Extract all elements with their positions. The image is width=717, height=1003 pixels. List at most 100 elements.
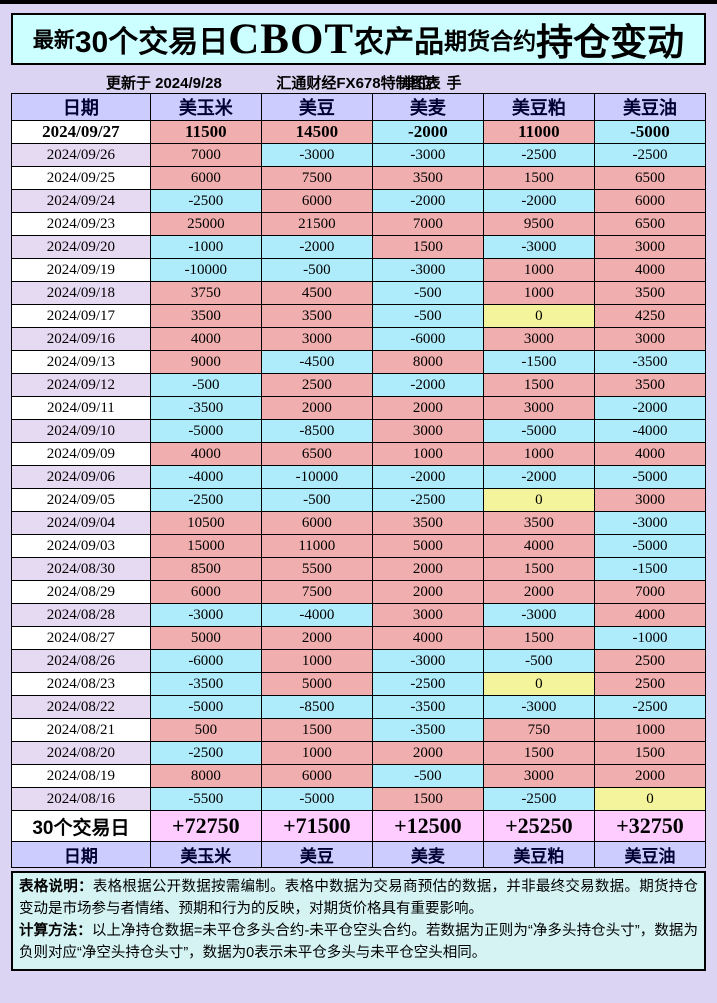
position-change-value: 3000 (482, 764, 595, 788)
position-change-value: -3000 (371, 258, 484, 282)
footer-column-wheat: 美麦 (371, 841, 484, 868)
position-change-value: 5500 (260, 557, 373, 581)
position-change-value: 1500 (482, 626, 595, 650)
position-change-value: -2000 (593, 396, 707, 420)
position-change-value: 1500 (482, 166, 595, 190)
position-change-value: 2000 (482, 580, 595, 604)
position-change-value: 7500 (260, 166, 373, 190)
row-date: 2024/08/29 (11, 580, 151, 604)
position-change-value: 8000 (371, 350, 484, 374)
page-title: 最新 30个交易日 CBOT 农产品 期货合约 持仓变动 (11, 13, 706, 65)
row-date: 2024/08/22 (11, 695, 151, 719)
position-change-value: 1000 (482, 258, 595, 282)
row-date: 2024/08/27 (11, 626, 151, 650)
position-change-value: -10000 (260, 465, 373, 489)
position-change-value: 8000 (149, 764, 262, 788)
position-change-value: -500 (260, 488, 373, 512)
position-change-value: 7000 (149, 143, 262, 167)
footer-column-soybean: 美豆 (260, 841, 373, 868)
row-date: 2024/09/24 (11, 189, 151, 213)
position-change-value: 3500 (482, 511, 595, 535)
position-change-value: 0 (482, 304, 595, 328)
table-row: 2024/09/27 11500 14500 -2000 11000 -5000 (11, 120, 707, 144)
position-change-value: -5000 (149, 419, 262, 443)
position-change-value: 1500 (371, 235, 484, 259)
position-change-value: -500 (149, 373, 262, 397)
table-row: 2024/09/23 25000 21500 7000 9500 6500 (11, 212, 707, 236)
position-change-value: -5000 (593, 120, 707, 144)
position-change-value: -3000 (482, 603, 595, 627)
row-date: 2024/09/13 (11, 350, 151, 374)
position-change-value: -5000 (593, 465, 707, 489)
top-border-bar (0, 0, 717, 4)
table-body: 2024/09/27 11500 14500 -2000 11000 -5000 2024/… (11, 120, 707, 811)
column-header-corn: 美玉米 (149, 93, 262, 121)
position-change-value: 7000 (593, 580, 707, 604)
notes-box: 表格说明：表格根据公开数据按需编制。表格中数据为交易商预估的数据，并非最终交易数… (11, 871, 706, 972)
source-label: 汇通财经FX678特制图表 (276, 75, 441, 92)
position-change-value: 1500 (482, 741, 595, 765)
row-date: 2024/08/28 (11, 603, 151, 627)
summary-row: 30个交易日 +72750 +71500 +12500 +25250 +3275… (11, 810, 707, 842)
position-change-value: 6000 (149, 580, 262, 604)
position-change-value: 3500 (371, 511, 484, 535)
position-change-value: 2500 (593, 672, 707, 696)
notes-calculation: 计算方法：以上净持仓数据=未平仓多头合约-未平仓空头合约。若数据为正则为“净多头… (19, 920, 698, 964)
summary-value-soyoil: +32750 (593, 810, 707, 842)
table-row: 2024/09/11 -3500 2000 2000 3000 -2000 (11, 396, 707, 420)
column-header-soybean: 美豆 (260, 93, 373, 121)
table-row: 2024/09/10 -5000 -8500 3000 -5000 -4000 (11, 419, 707, 443)
position-change-value: -500 (371, 304, 484, 328)
position-change-value: -5000 (482, 419, 595, 443)
table-row: 2024/08/30 8500 5500 2000 1500 -1500 (11, 557, 707, 581)
footer-column-corn: 美玉米 (149, 841, 262, 868)
table-row: 2024/09/03 15000 11000 5000 4000 -5000 (11, 534, 707, 558)
column-header-date: 日期 (11, 93, 151, 121)
footer-column-date: 日期 (11, 841, 151, 868)
position-change-value: 14500 (260, 120, 373, 144)
summary-value-wheat: +12500 (371, 810, 484, 842)
position-change-value: -500 (482, 649, 595, 673)
position-change-value: -3500 (371, 718, 484, 742)
position-change-value: -3500 (371, 695, 484, 719)
footer-header-row: 日期 美玉米 美豆 美麦 美豆粕 美豆油 (11, 841, 707, 868)
position-change-value: 2000 (593, 764, 707, 788)
summary-value-corn: +72750 (149, 810, 262, 842)
position-change-value: 1000 (371, 442, 484, 466)
unit-label: 单位：手 (401, 75, 462, 92)
position-change-value: 2500 (260, 373, 373, 397)
position-change-value: -2500 (482, 787, 595, 811)
position-change-value: -3500 (149, 396, 262, 420)
row-date: 2024/08/20 (11, 741, 151, 765)
notes-description: 表格说明：表格根据公开数据按需编制。表格中数据为交易商预估的数据，并非最终交易数… (19, 876, 698, 920)
position-change-value: -3000 (482, 235, 595, 259)
table-row: 2024/09/26 7000 -3000 -3000 -2500 -2500 (11, 143, 707, 167)
row-date: 2024/09/18 (11, 281, 151, 305)
position-change-value: 6000 (593, 189, 707, 213)
table-row: 2024/09/13 9000 -4500 8000 -1500 -3500 (11, 350, 707, 374)
position-change-value: 4000 (593, 258, 707, 282)
position-change-value: -2500 (149, 741, 262, 765)
position-change-value: 4000 (593, 603, 707, 627)
position-change-value: -3000 (260, 143, 373, 167)
position-change-value: -4000 (149, 465, 262, 489)
position-change-value: 2000 (371, 396, 484, 420)
row-date: 2024/09/16 (11, 327, 151, 351)
column-header-wheat: 美麦 (371, 93, 484, 121)
position-change-value: -10000 (149, 258, 262, 282)
position-change-value: 6500 (260, 442, 373, 466)
position-change-value: -1000 (149, 235, 262, 259)
position-change-value: 11500 (149, 120, 262, 144)
position-change-value: -2000 (260, 235, 373, 259)
row-date: 2024/09/10 (11, 419, 151, 443)
position-change-value: 3000 (371, 419, 484, 443)
position-change-value: 10500 (149, 511, 262, 535)
position-change-value: -500 (260, 258, 373, 282)
position-change-value: 3000 (482, 327, 595, 351)
position-change-value: 1000 (482, 442, 595, 466)
position-change-value: -3000 (371, 649, 484, 673)
position-change-value: 3500 (593, 373, 707, 397)
column-header-soymeal: 美豆粕 (482, 93, 595, 121)
position-change-value: -4000 (593, 419, 707, 443)
row-date: 2024/09/25 (11, 166, 151, 190)
